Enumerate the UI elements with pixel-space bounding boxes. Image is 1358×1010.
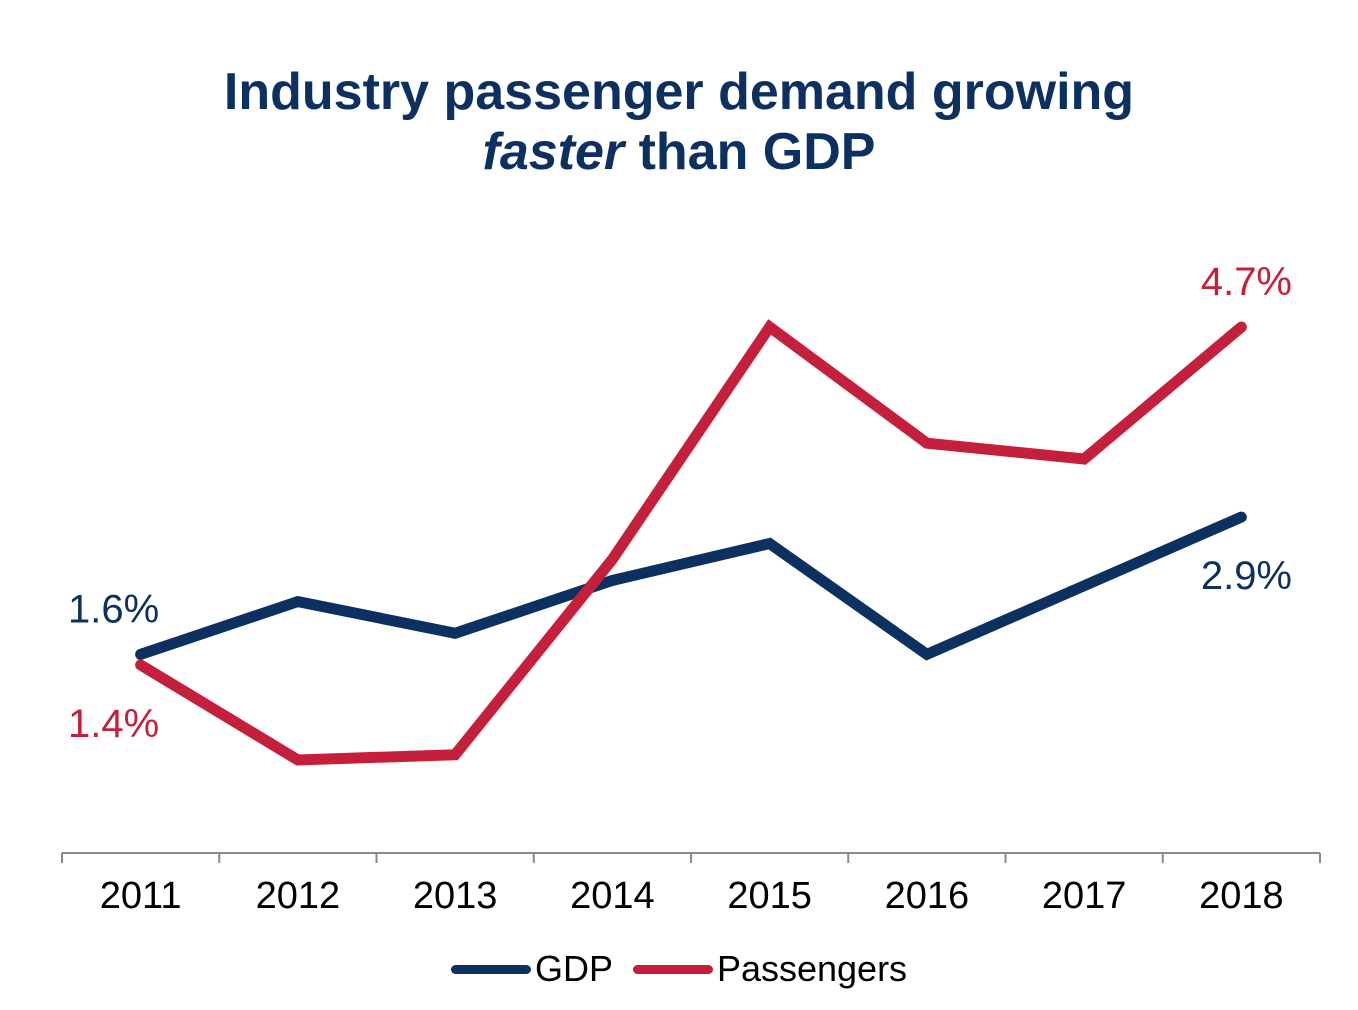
data-point-gdp-2015: [769, 543, 771, 544]
legend-swatch-passengers: [632, 964, 713, 974]
data-point-passengers-2013: [454, 754, 456, 756]
data-label-passengers-2011: 1.4%: [68, 702, 159, 746]
data-point-gdp-2017: [1083, 585, 1085, 587]
data-point-passengers-2011: [140, 664, 142, 666]
legend-label-gdp: GDP: [534, 948, 613, 989]
series-line-gdp: [135, 511, 1247, 661]
legend-item-gdp: GDP: [450, 948, 613, 990]
chart-title-line1: Industry passenger demand growing: [223, 63, 1135, 121]
data-label-gdp-2011: 1.6%: [68, 587, 159, 631]
data-point-gdp-2014: [611, 579, 613, 581]
data-point-passengers-2017: [1083, 458, 1085, 460]
x-tick-label-2018: 2018: [1199, 875, 1284, 917]
chart-title-rest: than GDP: [624, 123, 876, 181]
legend-swatch-gdp: [450, 964, 531, 974]
line-chart: 2011 2012 2013 2014 2015 2016 2017 2018 1.6% 2.9%…: [61, 260, 1321, 917]
x-tick-label-2014: 2014: [570, 875, 655, 917]
legend-item-passengers: Passengers: [632, 948, 908, 990]
x-tick-label-2015: 2015: [727, 875, 812, 917]
x-tick-label-2013: 2013: [413, 875, 498, 917]
data-point-passengers-2018: [1240, 326, 1242, 328]
x-tick-label-2012: 2012: [256, 875, 341, 917]
legend: GDP Passengers: [0, 948, 1358, 990]
x-tick-label-2016: 2016: [885, 875, 970, 917]
data-label-passengers-2018: 4.7%: [1201, 260, 1292, 304]
data-point-passengers-2016: [926, 442, 928, 444]
chart-title: Industry passenger demand growing faster…: [0, 62, 1358, 182]
legend-label-passengers: Passengers: [716, 948, 908, 989]
x-tick-label-2011: 2011: [100, 875, 182, 917]
data-point-gdp-2012: [297, 601, 299, 603]
data-point-passengers-2012: [297, 759, 299, 761]
chart-title-emphasis: faster: [482, 123, 625, 181]
data-label-gdp-2018: 2.9%: [1201, 554, 1292, 598]
data-point-gdp-2016: [926, 653, 928, 655]
data-point-passengers-2014: [611, 558, 613, 560]
series-line-passengers: [135, 319, 1247, 766]
data-point-gdp-2018: [1240, 516, 1242, 518]
chart-title-line2: faster than GDP: [0, 122, 1358, 182]
x-tick-label-2017: 2017: [1042, 875, 1127, 917]
data-point-passengers-2015: [769, 326, 771, 328]
data-point-gdp-2013: [454, 632, 456, 634]
data-point-gdp-2011: [140, 653, 142, 655]
